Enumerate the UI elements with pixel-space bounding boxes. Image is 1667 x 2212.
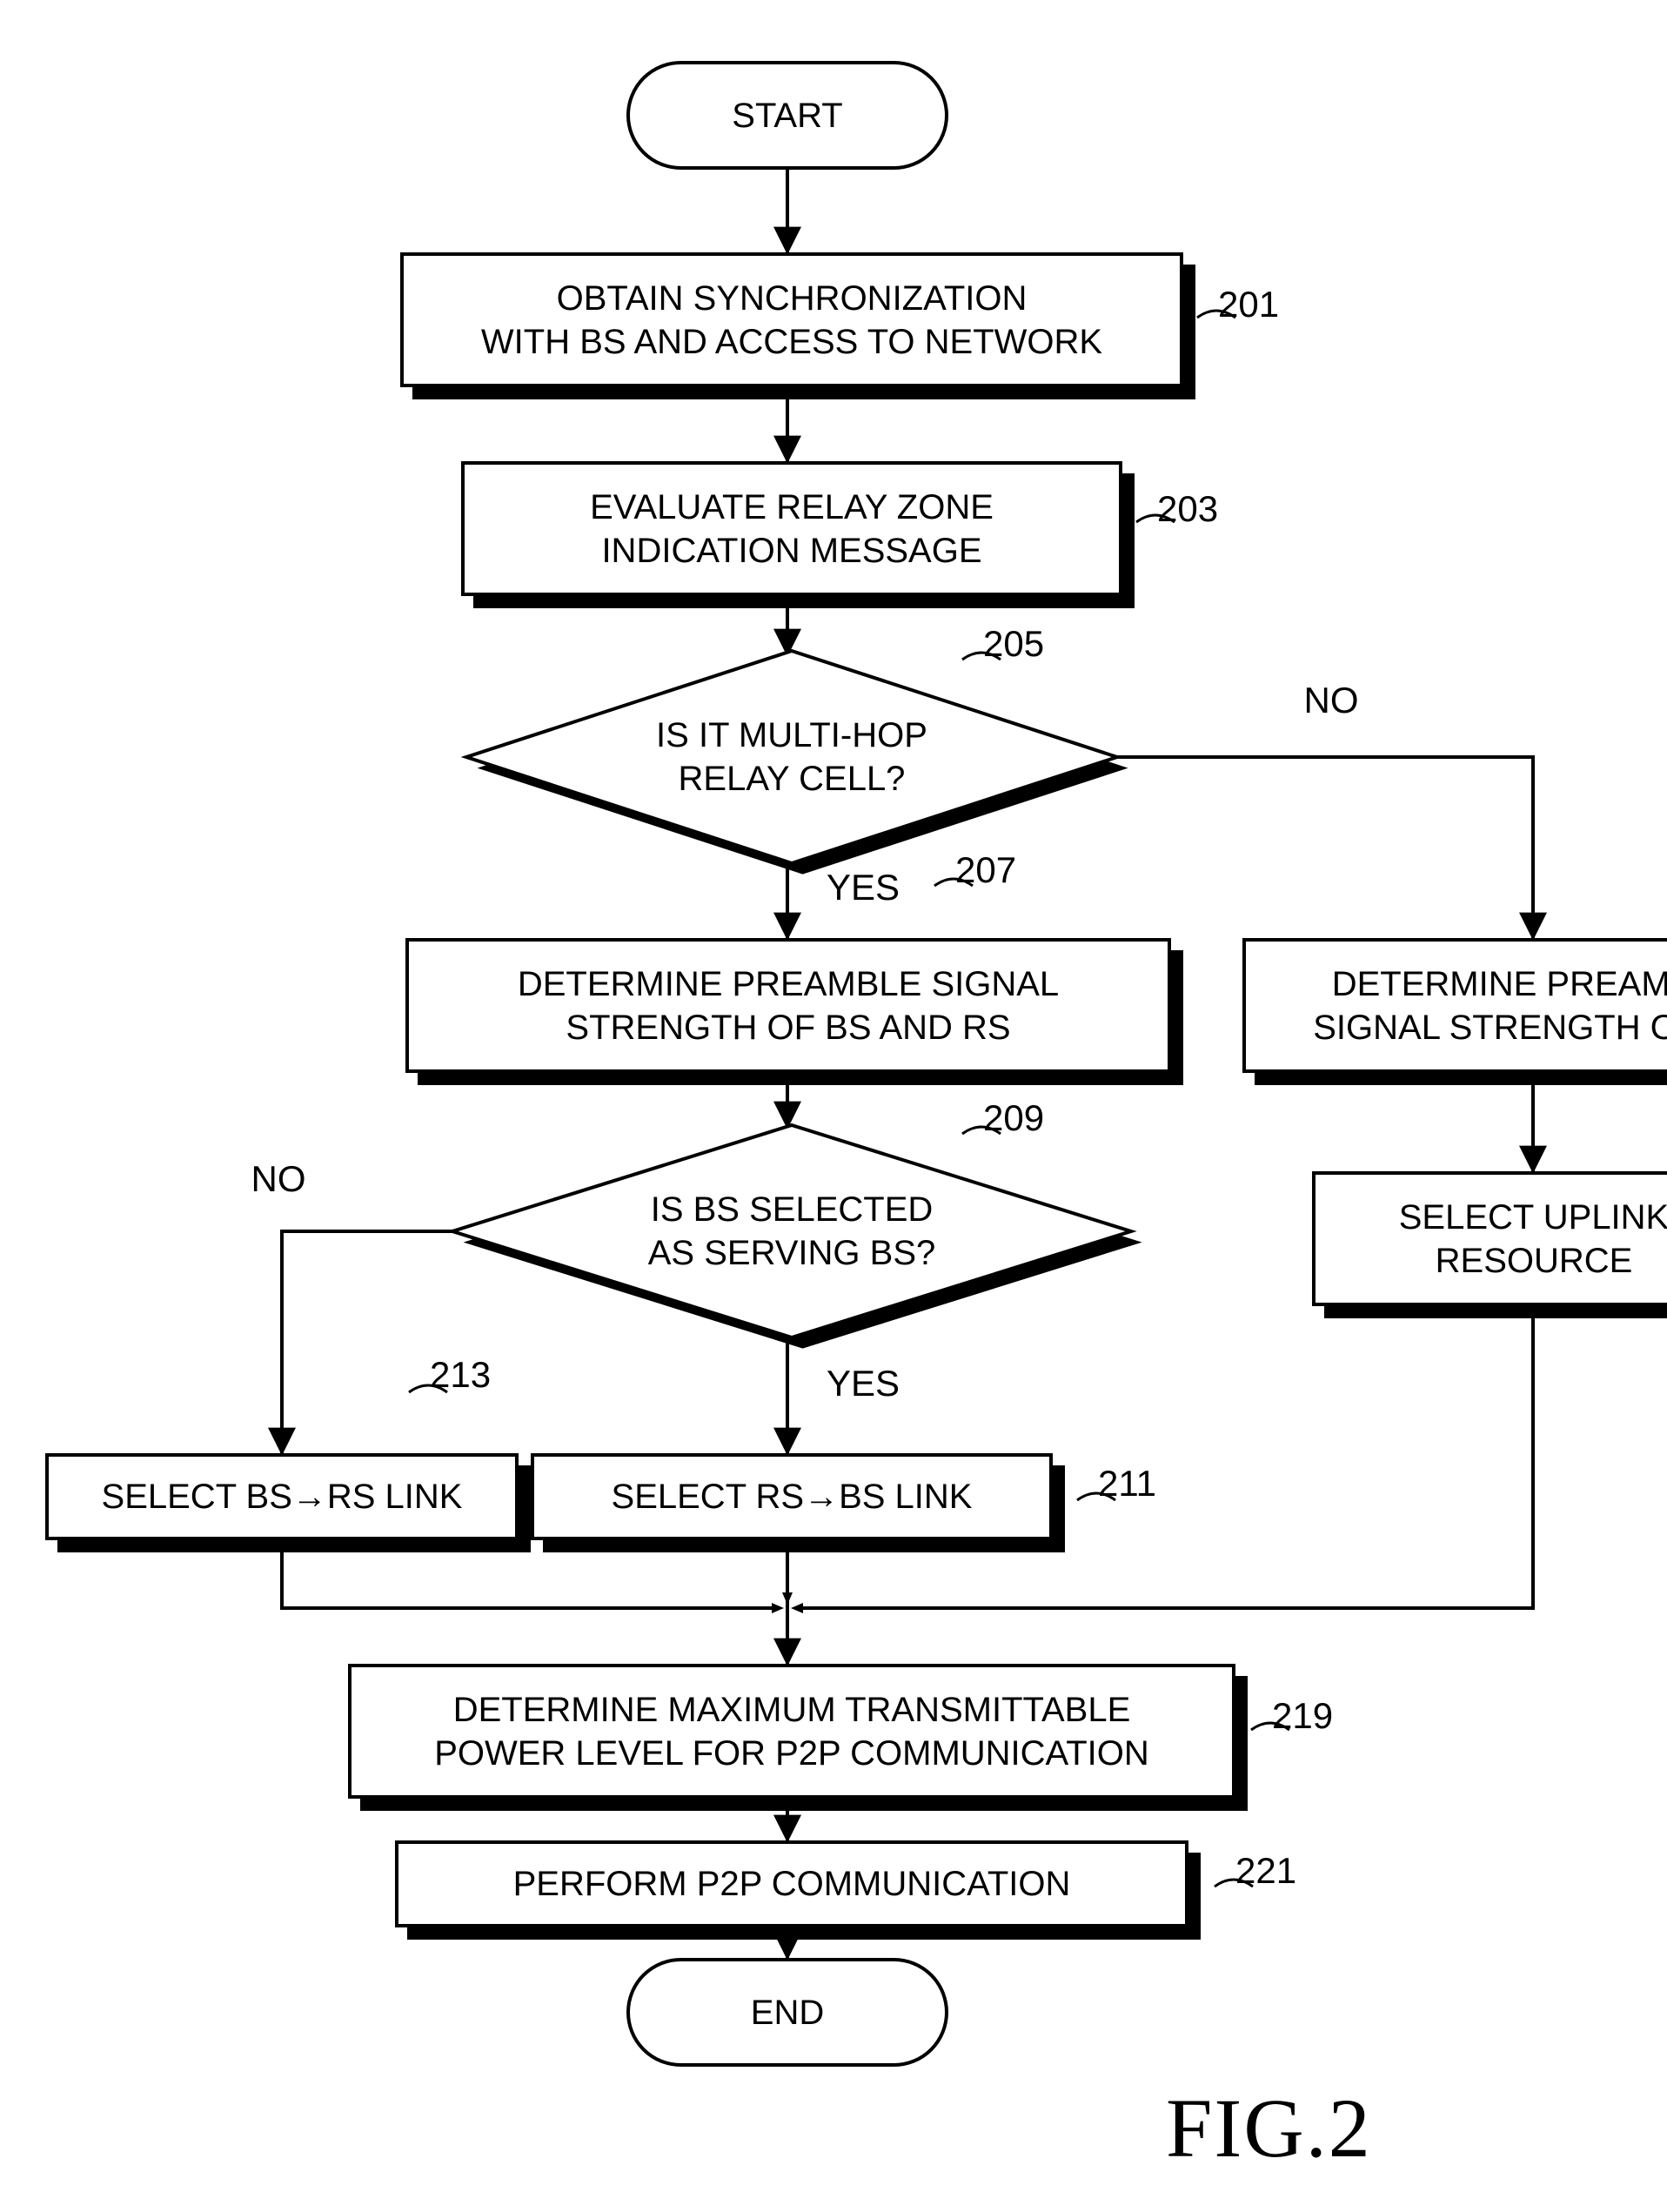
process-label: PERFORM P2P COMMUNICATION	[513, 1862, 1071, 1906]
terminator-end: END	[626, 1958, 948, 2067]
process-213: SELECT BS→RS LINK	[45, 1453, 519, 1540]
process-label: SELECT UPLINKRESOURCE	[1399, 1196, 1667, 1283]
callout-number: 207	[955, 848, 1016, 894]
process-label: SELECT BS→RS LINK	[102, 1475, 463, 1518]
process-215: DETERMINE PREAMBLESIGNAL STRENGTH OF BS	[1242, 938, 1667, 1073]
process-label: OBTAIN SYNCHRONIZATIONWITH BS AND ACCESS…	[481, 277, 1102, 364]
callout-number: 219	[1272, 1693, 1333, 1739]
callout-number: 211	[1098, 1461, 1156, 1507]
callout-number: 201	[1218, 282, 1279, 328]
process-label: DETERMINE PREAMBLESIGNAL STRENGTH OF BS	[1313, 962, 1667, 1049]
edge-label-no: NO	[251, 1156, 306, 1203]
process-217: SELECT UPLINKRESOURCE	[1312, 1171, 1667, 1306]
decision-label-209: IS BS SELECTEDAS SERVING BS?	[554, 1173, 1029, 1290]
edge	[282, 1231, 456, 1453]
callout-number: 209	[983, 1096, 1044, 1142]
process-label: DETERMINE PREAMBLE SIGNALSTRENGTH OF BS …	[518, 962, 1059, 1049]
process-211: SELECT RS→BS LINK	[531, 1453, 1053, 1540]
terminator-start: START	[626, 61, 948, 170]
callout-number: 213	[430, 1352, 491, 1398]
process-label: SELECT RS→BS LINK	[612, 1475, 973, 1518]
edge	[1117, 757, 1533, 938]
process-219: DETERMINE MAXIMUM TRANSMITTABLEPOWER LEV…	[348, 1664, 1235, 1799]
edge-label-yes: YES	[827, 865, 900, 911]
process-221: PERFORM P2P COMMUNICATION	[395, 1840, 1188, 1927]
process-207: DETERMINE PREAMBLE SIGNALSTRENGTH OF BS …	[405, 938, 1171, 1073]
callout-number: 221	[1235, 1848, 1296, 1894]
figure-label: FIG.2	[1166, 2080, 1372, 2176]
decision-label-205: IS IT MULTI-HOPRELAY CELL?	[564, 699, 1020, 815]
callout-number: 205	[983, 621, 1044, 667]
terminator-label: START	[732, 94, 842, 137]
callout-number: 203	[1157, 486, 1218, 533]
process-203: EVALUATE RELAY ZONEINDICATION MESSAGE	[461, 461, 1122, 596]
process-label: EVALUATE RELAY ZONEINDICATION MESSAGE	[590, 486, 994, 573]
terminator-label: END	[751, 1991, 824, 2034]
process-201: OBTAIN SYNCHRONIZATIONWITH BS AND ACCESS…	[400, 252, 1183, 387]
process-label: DETERMINE MAXIMUM TRANSMITTABLEPOWER LEV…	[434, 1688, 1149, 1775]
edge-label-no: NO	[1304, 678, 1359, 724]
edge-label-yes: YES	[827, 1361, 900, 1407]
